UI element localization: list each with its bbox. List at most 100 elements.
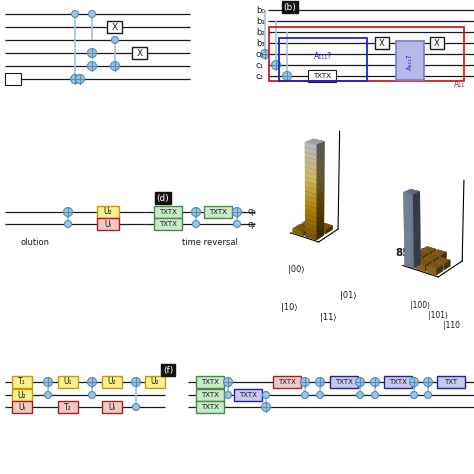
Circle shape <box>371 377 380 386</box>
FancyBboxPatch shape <box>58 401 78 413</box>
Text: TXTX: TXTX <box>278 379 296 385</box>
Text: q₁: q₁ <box>248 208 257 217</box>
Circle shape <box>64 220 72 228</box>
Text: T₁: T₁ <box>18 377 26 386</box>
Text: |10⟩: |10⟩ <box>282 303 298 312</box>
Text: TXTX: TXTX <box>313 73 331 79</box>
Circle shape <box>133 403 139 410</box>
Text: TXTX: TXTX <box>389 379 407 385</box>
Text: c₂: c₂ <box>256 72 264 81</box>
Text: U₂: U₂ <box>108 377 116 386</box>
Text: q₂: q₂ <box>248 219 256 228</box>
FancyBboxPatch shape <box>330 376 358 388</box>
FancyBboxPatch shape <box>58 376 78 388</box>
Text: TXTX: TXTX <box>209 209 227 215</box>
Text: U₁: U₁ <box>64 377 72 386</box>
FancyBboxPatch shape <box>102 376 122 388</box>
Circle shape <box>410 392 418 399</box>
Text: TXTX: TXTX <box>201 404 219 410</box>
FancyBboxPatch shape <box>204 206 232 218</box>
Text: b₃: b₃ <box>256 38 264 47</box>
FancyBboxPatch shape <box>5 73 21 85</box>
Text: A₁₁: A₁₁ <box>455 80 465 89</box>
Text: c₁: c₁ <box>256 61 264 70</box>
FancyBboxPatch shape <box>234 389 262 401</box>
Text: c₀: c₀ <box>256 49 264 58</box>
Text: T₂: T₂ <box>64 402 72 411</box>
Text: |100⟩: |100⟩ <box>410 301 430 310</box>
Text: time reversal: time reversal <box>182 238 238 247</box>
FancyBboxPatch shape <box>196 401 224 413</box>
FancyBboxPatch shape <box>375 37 389 49</box>
Text: U₂: U₂ <box>104 208 112 217</box>
Text: U₂: U₂ <box>18 391 27 400</box>
Circle shape <box>45 392 52 399</box>
Circle shape <box>88 48 97 57</box>
Text: (f): (f) <box>163 365 173 374</box>
FancyBboxPatch shape <box>145 376 165 388</box>
Circle shape <box>88 377 97 386</box>
Circle shape <box>262 402 271 411</box>
Circle shape <box>272 61 281 70</box>
FancyBboxPatch shape <box>102 401 122 413</box>
Circle shape <box>131 377 140 386</box>
Text: |11⟩: |11⟩ <box>320 313 337 322</box>
FancyBboxPatch shape <box>437 376 465 388</box>
Circle shape <box>301 392 309 399</box>
FancyBboxPatch shape <box>97 218 119 230</box>
FancyBboxPatch shape <box>97 206 119 218</box>
Text: U₂: U₂ <box>151 377 159 386</box>
Circle shape <box>89 10 95 18</box>
FancyBboxPatch shape <box>196 376 224 388</box>
Circle shape <box>111 36 118 44</box>
Circle shape <box>372 392 379 399</box>
FancyBboxPatch shape <box>396 41 424 80</box>
Text: b₀: b₀ <box>256 6 265 15</box>
Text: 85.3%: 85.3% <box>395 248 431 258</box>
Text: b₂: b₂ <box>256 27 264 36</box>
Circle shape <box>301 377 310 386</box>
FancyBboxPatch shape <box>133 47 147 59</box>
Text: TXTX: TXTX <box>335 379 353 385</box>
Text: olution: olution <box>20 238 49 247</box>
Circle shape <box>234 220 240 228</box>
Text: X: X <box>112 22 118 31</box>
Circle shape <box>110 62 119 71</box>
Circle shape <box>316 377 325 386</box>
Text: b₁: b₁ <box>256 17 265 26</box>
Circle shape <box>192 220 200 228</box>
Text: X: X <box>434 38 440 47</box>
Circle shape <box>225 392 231 399</box>
Circle shape <box>72 10 79 18</box>
Text: Uᵢ: Uᵢ <box>109 402 116 411</box>
Text: |00⟩: |00⟩ <box>288 265 305 274</box>
FancyBboxPatch shape <box>154 218 182 230</box>
Text: |000⟩: |000⟩ <box>420 257 440 266</box>
FancyBboxPatch shape <box>273 376 301 388</box>
Text: TXTX: TXTX <box>201 392 219 398</box>
Circle shape <box>89 392 95 399</box>
Circle shape <box>88 62 97 71</box>
Text: Uᵢ: Uᵢ <box>105 219 111 228</box>
Circle shape <box>233 208 241 217</box>
FancyBboxPatch shape <box>430 37 444 49</box>
Circle shape <box>423 377 432 386</box>
Text: TXTX: TXTX <box>159 209 177 215</box>
Circle shape <box>283 72 292 81</box>
FancyBboxPatch shape <box>196 389 224 401</box>
Circle shape <box>75 74 84 83</box>
Circle shape <box>64 208 73 217</box>
Circle shape <box>410 377 419 386</box>
FancyBboxPatch shape <box>154 206 182 218</box>
Circle shape <box>44 377 53 386</box>
Text: TXTX: TXTX <box>239 392 257 398</box>
Circle shape <box>317 392 323 399</box>
FancyBboxPatch shape <box>12 401 32 413</box>
Text: |101⟩: |101⟩ <box>428 310 448 319</box>
Text: X: X <box>137 48 143 57</box>
Text: TXTX: TXTX <box>201 379 219 385</box>
Text: Uᵢ: Uᵢ <box>18 402 26 411</box>
Circle shape <box>261 49 270 58</box>
Text: A₁₁₁?: A₁₁₁? <box>407 53 413 70</box>
Circle shape <box>356 377 365 386</box>
